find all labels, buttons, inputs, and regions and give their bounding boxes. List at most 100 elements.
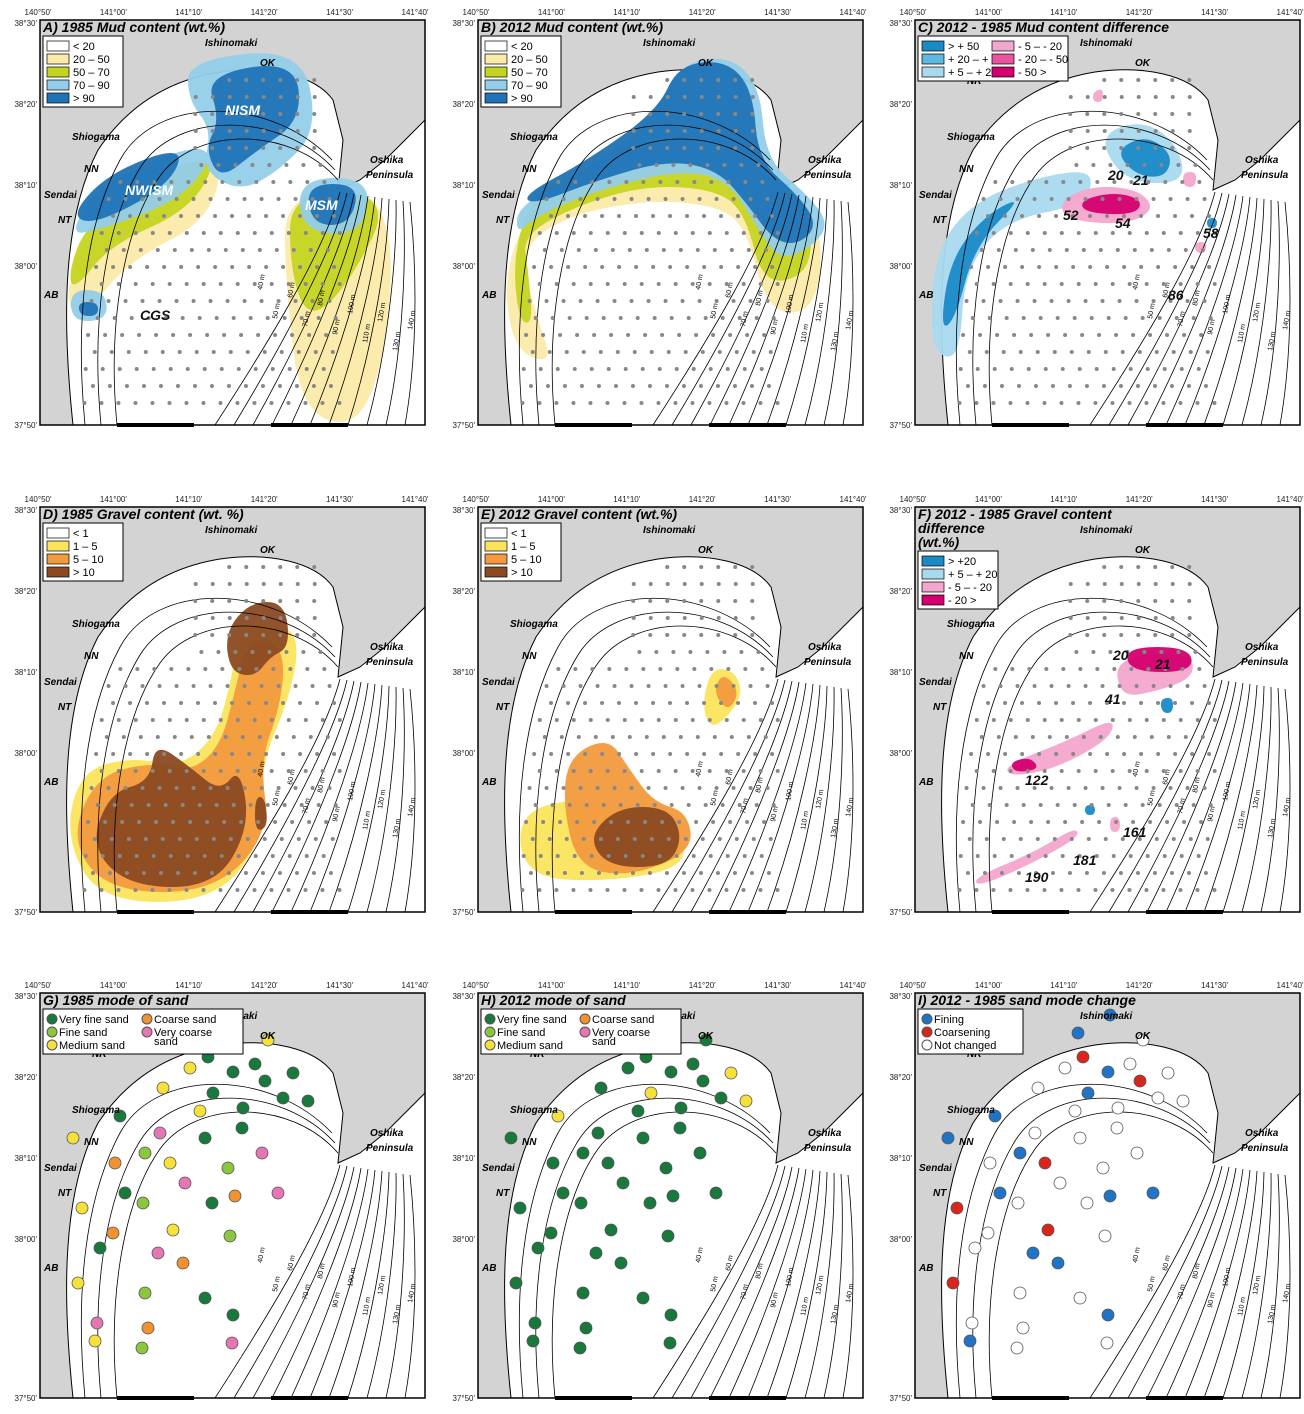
- depth-label: 110 m: [362, 1296, 372, 1316]
- station-sand-mode: [236, 1101, 250, 1115]
- station: [332, 752, 337, 756]
- station: [592, 820, 597, 824]
- station: [1125, 650, 1130, 654]
- station: [295, 565, 300, 569]
- station: [1084, 384, 1089, 388]
- station: [1146, 180, 1151, 184]
- station: [152, 180, 157, 184]
- station: [739, 163, 744, 167]
- station-sand-mode: [248, 1057, 262, 1071]
- station: [544, 299, 549, 303]
- station: [649, 350, 654, 354]
- station: [1123, 316, 1128, 320]
- station: [750, 582, 755, 586]
- station: [299, 803, 304, 807]
- panel-title: F) 2012 - 1985 Gravel content: [918, 506, 1113, 522]
- station: [1161, 231, 1166, 235]
- station: [189, 735, 194, 739]
- depth-contour: [1241, 1172, 1272, 1399]
- station: [1093, 718, 1098, 722]
- legend-label: Very fine sand: [59, 1014, 129, 1026]
- station-sand-mode: [156, 1081, 170, 1095]
- depth-label: 60 m: [725, 769, 735, 786]
- station: [104, 735, 109, 739]
- station: [116, 718, 121, 722]
- station: [313, 837, 318, 841]
- depth-contour: [309, 1169, 376, 1399]
- station: [1103, 350, 1108, 354]
- station: [191, 299, 196, 303]
- station: [262, 350, 267, 354]
- place-label: Oshika: [370, 1128, 404, 1139]
- station: [265, 316, 270, 320]
- station: [175, 384, 180, 388]
- depth-label: 140 m: [845, 797, 855, 818]
- depth-contour: [766, 684, 821, 913]
- station: [1119, 129, 1124, 133]
- station: [624, 667, 629, 671]
- depth-label: 50 m: [272, 1276, 282, 1293]
- station: [1195, 282, 1200, 286]
- station: [999, 384, 1004, 388]
- station: [743, 180, 748, 184]
- station: [137, 333, 142, 337]
- station: [1212, 769, 1217, 773]
- station: [1170, 95, 1175, 99]
- station: [1071, 701, 1076, 705]
- station: [1071, 214, 1076, 218]
- station: [1195, 718, 1200, 722]
- annotation: 52: [1063, 207, 1079, 223]
- lon-tick-label: 141°40': [1277, 981, 1304, 990]
- station: [185, 367, 190, 371]
- station: [961, 820, 966, 824]
- legend-label: 50 – 70: [511, 67, 548, 79]
- station: [694, 820, 699, 824]
- station: [1037, 265, 1042, 269]
- station: [654, 650, 659, 654]
- station: [631, 112, 636, 116]
- station: [566, 752, 571, 756]
- station: [1059, 401, 1064, 405]
- station: [315, 265, 320, 269]
- station: [184, 231, 189, 235]
- lon-tick-label: 141°30': [326, 981, 353, 990]
- lat-tick-label: 37°50': [889, 1394, 912, 1403]
- station: [205, 333, 210, 337]
- station: [1038, 316, 1043, 320]
- place-label: NT: [58, 1188, 72, 1199]
- class-area: [931, 172, 1091, 357]
- station: [661, 735, 666, 739]
- depth-contour: [328, 197, 383, 426]
- station: [559, 735, 564, 739]
- station: [771, 316, 776, 320]
- lat-tick-label: 37°50': [452, 1394, 475, 1403]
- station-sand-mode: [75, 1201, 89, 1215]
- station: [128, 701, 133, 705]
- place-label: NT: [933, 1188, 947, 1199]
- station: [1110, 718, 1115, 722]
- station: [532, 752, 537, 756]
- station: [201, 718, 206, 722]
- legend-swatch: [484, 66, 508, 78]
- station: [700, 837, 705, 841]
- station: [1069, 350, 1074, 354]
- station: [1195, 769, 1200, 773]
- station: [1043, 854, 1048, 858]
- station: [605, 282, 610, 286]
- station: [705, 163, 710, 167]
- station: [634, 265, 639, 269]
- station: [669, 803, 674, 807]
- station: [622, 718, 627, 722]
- station: [106, 684, 111, 688]
- station: [1068, 599, 1073, 603]
- station: [1015, 684, 1020, 688]
- station-sand-mode: [664, 1308, 678, 1322]
- station-sand-mode: [576, 1146, 590, 1160]
- legend-swatch: [46, 53, 70, 65]
- depth-label: 100 m: [1222, 1267, 1232, 1288]
- station: [1169, 871, 1174, 875]
- station: [716, 129, 721, 133]
- station: [252, 282, 257, 286]
- station: [278, 78, 283, 82]
- station: [1144, 769, 1149, 773]
